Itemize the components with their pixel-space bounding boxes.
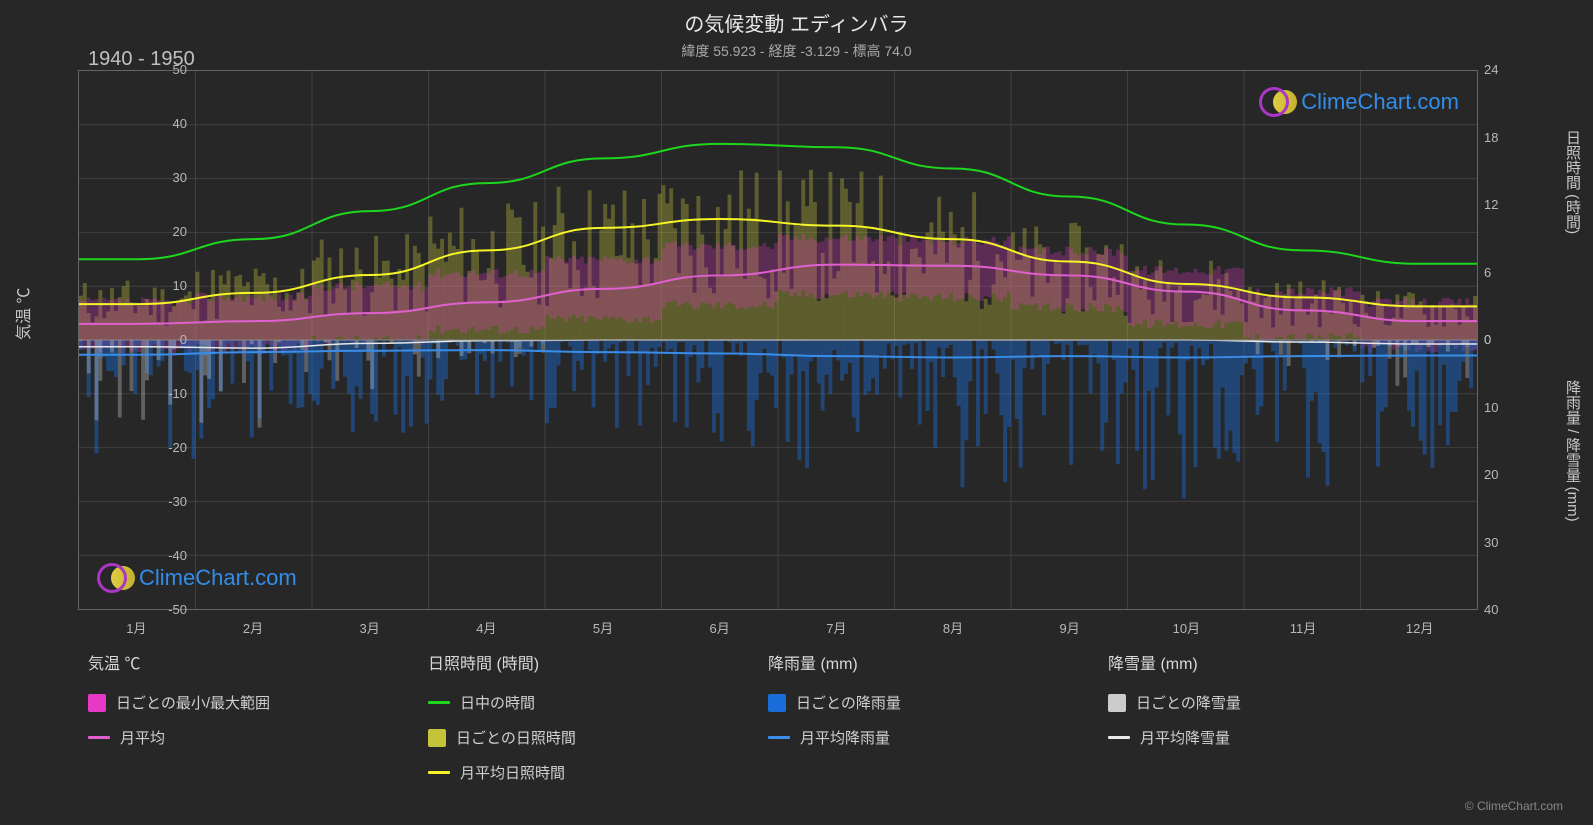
- tick-right: 10: [1484, 400, 1524, 415]
- climechart-logo-icon: [97, 561, 131, 595]
- legend-rain-title: 降雨量 (mm): [768, 650, 1048, 674]
- tick-bottom: 1月: [106, 618, 166, 637]
- tick-bottom: 2月: [223, 618, 283, 637]
- swatch-snow-avg: [1108, 736, 1130, 739]
- y-axis-left-label: 気温 ℃: [10, 288, 34, 340]
- legend-snow-daily: 日ごとの降雪量: [1108, 692, 1388, 713]
- swatch-temp-avg: [88, 736, 110, 739]
- y-axis-right-bot-label: 降雨量 / 降雪量 (mm): [1562, 380, 1583, 522]
- tick-bottom: 3月: [340, 618, 400, 637]
- tick-bottom: 5月: [573, 618, 633, 637]
- tick-left: 20: [147, 224, 187, 239]
- legend-col-rain: 降雨量 (mm) 日ごとの降雨量 月平均降雨量: [768, 650, 1048, 783]
- tick-left: -30: [147, 494, 187, 509]
- legend-snow-avg: 月平均降雪量: [1108, 727, 1388, 748]
- watermark-top: ClimeChart.com: [1259, 85, 1459, 119]
- swatch-temp-range: [88, 694, 106, 712]
- legend-temp-avg: 月平均: [88, 727, 368, 748]
- legend-label: 日ごとの降雪量: [1136, 692, 1241, 713]
- tick-right: 6: [1484, 265, 1524, 280]
- legend-label: 月平均日照時間: [460, 762, 565, 783]
- tick-left: 30: [147, 170, 187, 185]
- tick-bottom: 12月: [1390, 618, 1450, 637]
- tick-right: 0: [1484, 332, 1524, 347]
- legend-rain-daily: 日ごとの降雨量: [768, 692, 1048, 713]
- tick-bottom: 11月: [1273, 618, 1333, 637]
- swatch-snow-daily: [1108, 694, 1126, 712]
- tick-left: 10: [147, 278, 187, 293]
- climechart-logo-icon: [1259, 85, 1293, 119]
- legend-label: 月平均降雪量: [1140, 727, 1230, 748]
- swatch-rain-avg: [768, 736, 790, 739]
- legend-sun-title: 日照時間 (時間): [428, 650, 708, 674]
- tick-right: 20: [1484, 467, 1524, 482]
- legend-col-snow: 降雪量 (mm) 日ごとの降雪量 月平均降雪量: [1108, 650, 1388, 783]
- tick-bottom: 8月: [923, 618, 983, 637]
- tick-left: -40: [147, 548, 187, 563]
- legend-sun-avg: 月平均日照時間: [428, 762, 708, 783]
- swatch-rain-daily: [768, 694, 786, 712]
- tick-right: 40: [1484, 602, 1524, 617]
- chart-title: の気候変動 エディンバラ: [0, 0, 1593, 37]
- plot-area: ClimeChart.com ClimeChart.com: [78, 70, 1478, 610]
- swatch-sun-daily: [428, 729, 446, 747]
- tick-right: 24: [1484, 62, 1524, 77]
- watermark-bottom: ClimeChart.com: [97, 561, 297, 595]
- swatch-sun-avg: [428, 771, 450, 774]
- legend-label: 日ごとの最小/最大範囲: [116, 692, 270, 713]
- tick-right: 30: [1484, 535, 1524, 550]
- y-axis-right-top-label: 日照時間 (時間): [1562, 130, 1583, 234]
- tick-left: 40: [147, 116, 187, 131]
- tick-left: 0: [147, 332, 187, 347]
- tick-bottom: 9月: [1040, 618, 1100, 637]
- legend-temp-title: 気温 ℃: [88, 650, 368, 674]
- plot-svg: [79, 71, 1477, 609]
- tick-right: 12: [1484, 197, 1524, 212]
- watermark-text: ClimeChart.com: [139, 565, 297, 591]
- legend-label: 月平均: [120, 727, 165, 748]
- legend-label: 月平均降雨量: [800, 727, 890, 748]
- watermark-text: ClimeChart.com: [1301, 89, 1459, 115]
- legend-snow-title: 降雪量 (mm): [1108, 650, 1388, 674]
- legend-label: 日ごとの日照時間: [456, 727, 576, 748]
- tick-left: 50: [147, 62, 187, 77]
- tick-left: -10: [147, 386, 187, 401]
- legend-rain-avg: 月平均降雨量: [768, 727, 1048, 748]
- tick-bottom: 4月: [456, 618, 516, 637]
- legend-label: 日中の時間: [460, 692, 535, 713]
- tick-bottom: 7月: [806, 618, 866, 637]
- legend: 気温 ℃ 日ごとの最小/最大範囲 月平均 日照時間 (時間) 日中の時間 日ごと…: [88, 650, 1488, 783]
- tick-bottom: 10月: [1156, 618, 1216, 637]
- tick-left: -50: [147, 602, 187, 617]
- legend-label: 日ごとの降雨量: [796, 692, 901, 713]
- legend-sun-daylight: 日中の時間: [428, 692, 708, 713]
- legend-col-temp: 気温 ℃ 日ごとの最小/最大範囲 月平均: [88, 650, 368, 783]
- legend-col-sun: 日照時間 (時間) 日中の時間 日ごとの日照時間 月平均日照時間: [428, 650, 708, 783]
- legend-temp-range: 日ごとの最小/最大範囲: [88, 692, 368, 713]
- tick-left: -20: [147, 440, 187, 455]
- swatch-daylight: [428, 701, 450, 704]
- copyright: © ClimeChart.com: [1465, 799, 1563, 813]
- chart-subtitle: 緯度 55.923 - 経度 -3.129 - 標高 74.0: [0, 37, 1593, 61]
- tick-bottom: 6月: [690, 618, 750, 637]
- tick-right: 18: [1484, 130, 1524, 145]
- legend-sun-daily: 日ごとの日照時間: [428, 727, 708, 748]
